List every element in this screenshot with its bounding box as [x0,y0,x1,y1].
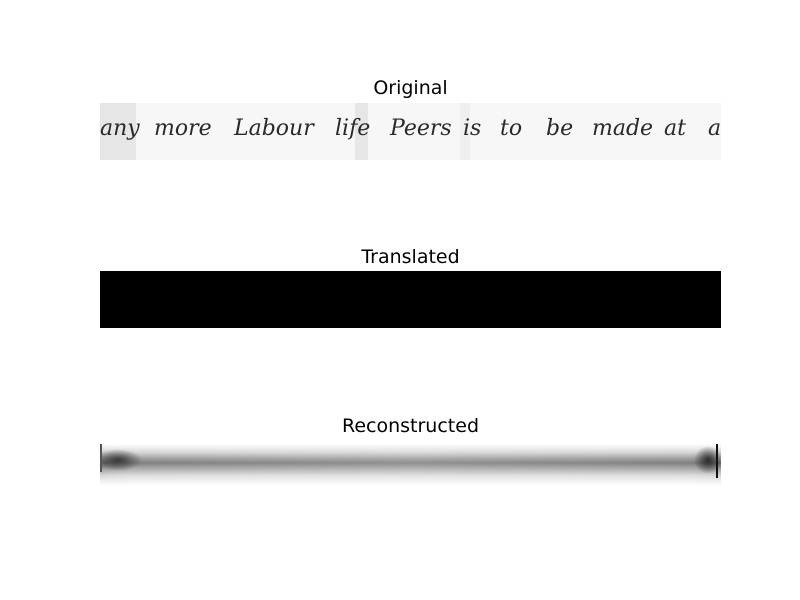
word-labour: Labour [233,116,315,141]
reconstructed-title: Reconstructed [342,415,479,437]
word-more: more [154,116,212,141]
word-peers: Peers [389,116,452,141]
translated-image [100,271,721,328]
word-at: at [664,116,686,141]
word-to: to [500,116,522,141]
reconstructed-image [94,440,722,497]
word-be: be [546,116,573,141]
word-life: life [335,116,370,141]
word-a: a [708,116,721,141]
word-made: made [592,116,653,141]
original-title: Original [373,77,448,99]
handwriting-line: any more Labour life Peers is to be made… [100,103,721,160]
word-is: is [463,116,481,141]
translated-title: Translated [361,246,460,268]
reconstructed-blur [94,440,722,497]
original-image: any more Labour life Peers is to be made… [100,103,721,160]
word-any: any [100,116,140,141]
